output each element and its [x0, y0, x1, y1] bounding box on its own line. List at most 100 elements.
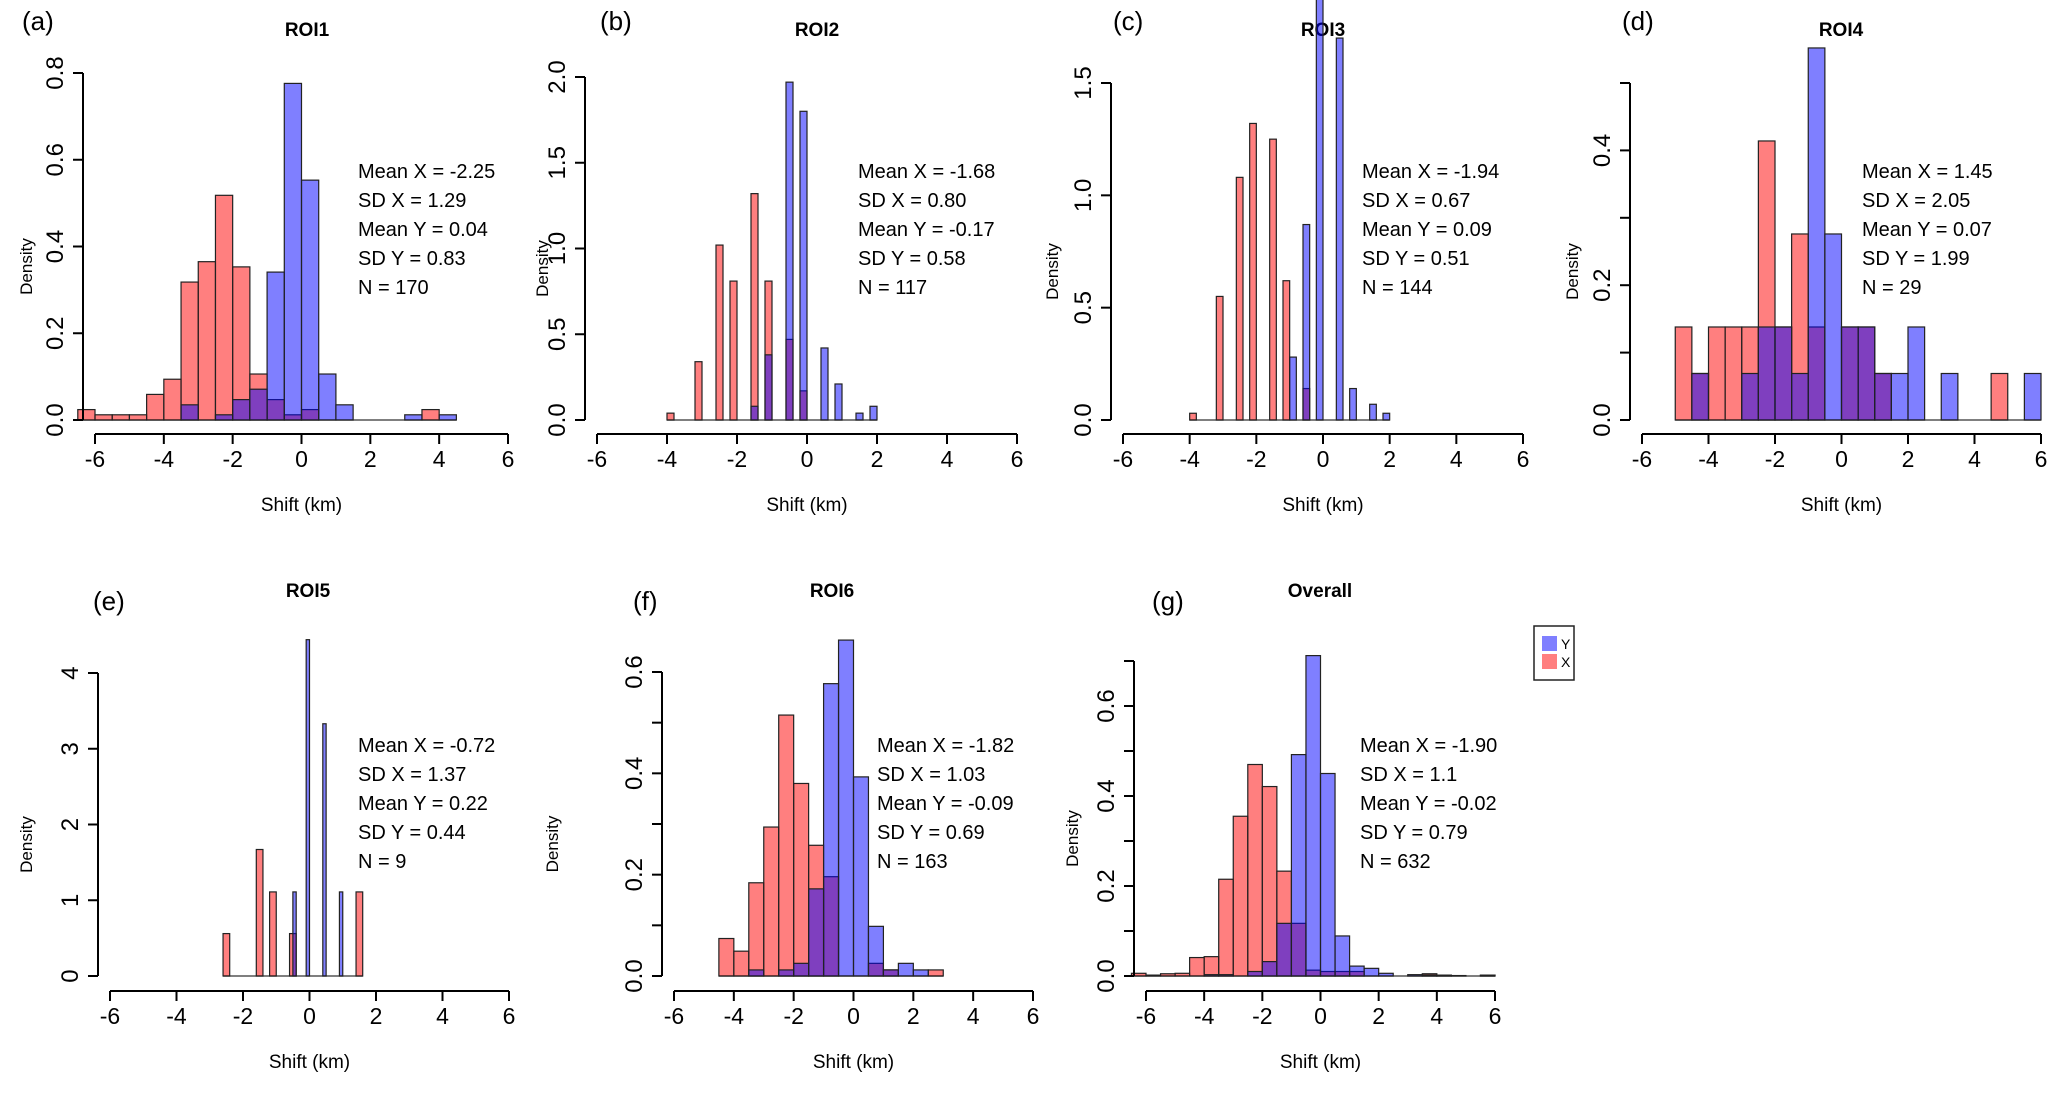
x-tick-label: -2 — [233, 1003, 253, 1029]
histogram-bar-y — [180, 404, 199, 421]
stats-annotation: N = 632 — [1360, 851, 1431, 873]
y-tick-label: 0.0 — [1589, 403, 1616, 436]
histogram-bar-y — [867, 925, 885, 977]
histogram-bar-x — [94, 414, 113, 421]
histogram-bar-x — [1707, 326, 1726, 421]
histogram-bar-x — [750, 193, 759, 421]
panel-label: (f) — [633, 586, 658, 616]
stats-annotation: N = 29 — [1862, 277, 1921, 299]
y-tick-label: 0.0 — [42, 403, 69, 436]
stats-annotation: Mean Y = -0.17 — [858, 219, 995, 241]
histogram-bar-x — [733, 950, 750, 977]
histogram-bar-x — [729, 280, 738, 421]
x-tick-label: -4 — [1194, 1003, 1215, 1029]
panel-roi3: (c)ROI30.00.51.01.5Density-6-4-20246Shif… — [1043, 0, 1529, 516]
panel-label: (a) — [22, 6, 54, 36]
histogram-bar-x — [1215, 295, 1224, 421]
y-tick-label: 2 — [57, 818, 84, 831]
histogram-bar-y — [1890, 372, 1909, 421]
histogram-bar-y — [1757, 326, 1776, 421]
y-tick-label: 1.5 — [544, 146, 571, 179]
panel-label: (b) — [600, 6, 632, 36]
x-tick-label: 2 — [370, 1003, 383, 1029]
histogram-bar-x — [1235, 176, 1244, 421]
y-tick-label: 0.2 — [1093, 869, 1120, 902]
y-tick-label: 2.0 — [544, 60, 571, 93]
legend-swatch-x — [1542, 654, 1557, 669]
x-tick-label: 0 — [1314, 1003, 1327, 1029]
histogram-bar-y — [249, 388, 268, 421]
stats-annotation: SD X = 1.03 — [877, 764, 985, 786]
y-tick-label: 0.0 — [1070, 403, 1097, 436]
histogram-bar-y — [1407, 974, 1423, 977]
stats-annotation: Mean X = -1.90 — [1360, 735, 1497, 757]
histogram-bar-x — [163, 378, 182, 421]
stats-annotation: Mean Y = -0.09 — [877, 793, 1014, 815]
histogram-bar-y — [338, 891, 344, 977]
stats-annotation: SD X = 1.29 — [358, 190, 466, 212]
histogram-bar-x — [1990, 372, 2009, 421]
histogram-bar-x — [1282, 280, 1291, 421]
y-tick-label: 1.0 — [544, 232, 571, 265]
x-tick-label: -4 — [657, 446, 678, 472]
histogram-bar-y — [1857, 326, 1876, 421]
x-tick-label: -2 — [1765, 446, 1785, 472]
x-axis-label: Shift (km) — [1801, 495, 1882, 516]
histogram-bar-y — [1289, 356, 1297, 421]
histogram-bar-y — [1421, 974, 1438, 977]
histogram-bar-y — [1907, 326, 1926, 421]
stats-annotation: SD Y = 0.69 — [877, 822, 985, 844]
x-tick-label: 4 — [1968, 446, 1981, 472]
y-tick-label: 0.6 — [621, 655, 648, 688]
panel-overall: (g) Overall 0.0 0.2 0.4 0.6 Density -6 -4 -2 0 2 4 6 S… — [1063, 581, 1575, 1073]
x-tick-label: 0 — [295, 446, 308, 472]
histogram-bar-x — [1247, 763, 1263, 977]
x-tick-label: -2 — [222, 446, 242, 472]
histogram-bar-y — [1691, 372, 1710, 421]
histogram-bar-y — [855, 412, 864, 421]
stats-annotation: SD X = 1.37 — [358, 764, 466, 786]
y-tick-label: 0.4 — [621, 757, 648, 790]
x-tick-label: 4 — [941, 446, 954, 472]
histogram-bar-y — [1335, 37, 1344, 421]
histogram-bar-y — [1378, 972, 1394, 977]
histogram-bar-y — [822, 683, 840, 977]
legend-swatch-y — [1542, 636, 1557, 651]
histogram-bar-y — [1315, 0, 1324, 421]
histogram-bar-y — [438, 414, 457, 421]
stats-annotation: SD Y = 0.44 — [358, 822, 466, 844]
x-tick-label: -4 — [166, 1003, 187, 1029]
y-tick-label: 4 — [57, 666, 84, 679]
histogram-bar-y — [1369, 403, 1377, 421]
histogram-bar-y — [335, 404, 354, 421]
x-tick-label: -6 — [1136, 1003, 1156, 1029]
histogram-bar-y — [1479, 974, 1496, 977]
histogram-bar-y — [1349, 387, 1357, 421]
y-axis-label: Density — [533, 240, 552, 297]
y-tick-label: 0.2 — [621, 858, 648, 891]
stats-annotation: N = 170 — [358, 277, 429, 299]
histogram-bar-x — [255, 848, 264, 977]
x-axis-label: Shift (km) — [269, 1052, 350, 1073]
x-tick-label: -6 — [85, 446, 105, 472]
x-tick-label: -2 — [1246, 446, 1266, 472]
stats-annotation: Mean Y = -0.02 — [1360, 793, 1497, 815]
panel-label: (e) — [93, 586, 125, 616]
y-axis-label: Density — [1063, 810, 1082, 867]
x-axis-label: Shift (km) — [261, 495, 342, 516]
histogram-bar-y — [266, 271, 285, 421]
y-tick-label: 0.5 — [544, 318, 571, 351]
histogram-bar-y — [1276, 922, 1293, 977]
histogram-bar-x — [927, 969, 944, 977]
stats-annotation: SD X = 2.05 — [1862, 190, 1970, 212]
histogram-bar-x — [232, 266, 251, 421]
x-tick-label: 4 — [436, 1003, 449, 1029]
stats-annotation: SD Y = 1.99 — [1862, 248, 1970, 270]
histogram-bar-y — [1824, 233, 1843, 421]
y-tick-label: 1.0 — [1070, 179, 1097, 212]
stats-annotation: Mean X = -2.25 — [358, 161, 495, 183]
histogram-bar-x — [269, 891, 277, 977]
x-axis-label: Shift (km) — [813, 1052, 894, 1073]
histogram-bar-y — [793, 962, 810, 977]
